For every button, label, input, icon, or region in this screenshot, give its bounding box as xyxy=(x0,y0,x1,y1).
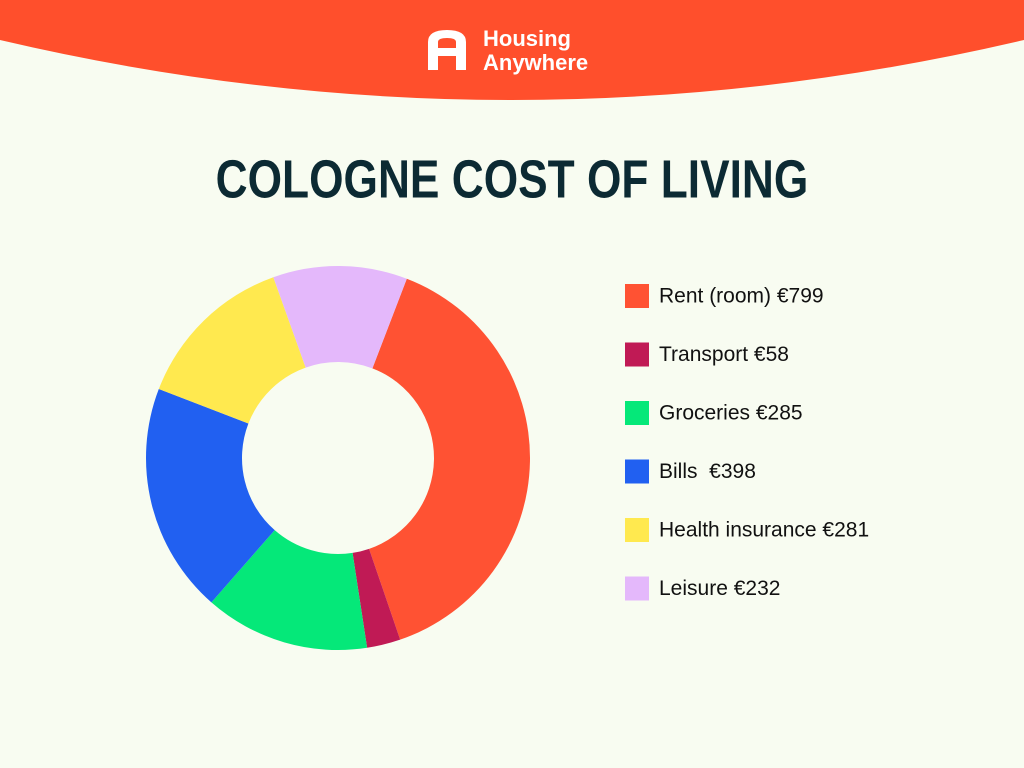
legend-swatch xyxy=(625,284,649,308)
donut-slice xyxy=(273,266,407,369)
header-band xyxy=(0,0,1024,100)
legend-label: Groceries €285 xyxy=(659,402,803,425)
brand-line: Anywhere xyxy=(483,50,588,75)
chart-title: COLOGNE COST OF LIVING xyxy=(216,149,809,209)
donut-slice xyxy=(145,389,275,603)
legend-label: Bills €398 xyxy=(659,460,756,483)
legend-swatch xyxy=(625,342,649,367)
donut-slice xyxy=(352,548,401,648)
brand-line: Housing xyxy=(483,26,571,51)
legend-swatch xyxy=(625,459,649,484)
donut-slice xyxy=(158,277,306,424)
donut-slice xyxy=(369,278,530,640)
legend-swatch xyxy=(625,576,649,601)
legend-label: Rent (room) €799 xyxy=(659,285,824,308)
donut-slice xyxy=(211,530,368,650)
legend-label: Leisure €232 xyxy=(659,577,780,600)
logo-icon xyxy=(428,30,466,70)
legend-label: Transport €58 xyxy=(659,343,789,366)
legend-swatch xyxy=(625,518,649,542)
legend-swatch xyxy=(625,401,649,425)
legend-label: Health insurance €281 xyxy=(659,519,869,542)
